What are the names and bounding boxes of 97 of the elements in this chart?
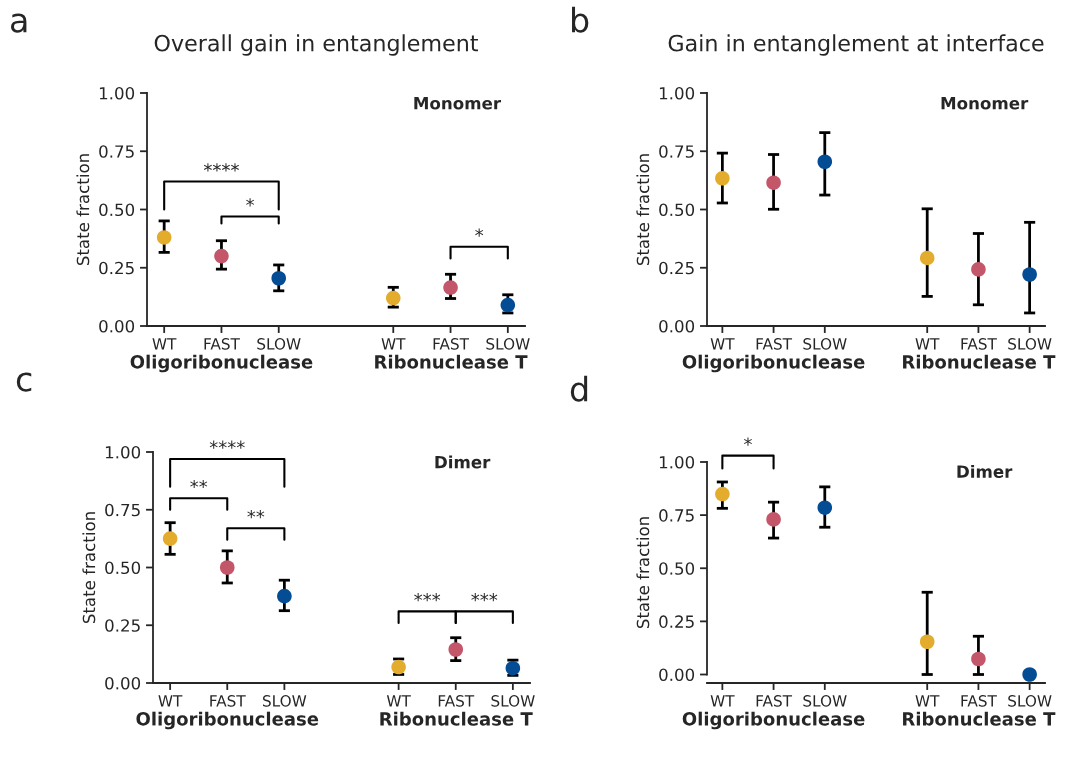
text: Oligoribonuclease: [682, 711, 865, 730]
y-tick-label: 1.00: [659, 86, 695, 100]
point: [156, 230, 172, 245]
y-tick-label: 0.75: [659, 509, 694, 522]
y-axis-title: State fraction: [636, 517, 650, 629]
x-tick-label: FAST: [433, 338, 470, 350]
point: [919, 250, 935, 266]
y-tick-label: 0.75: [659, 145, 694, 158]
point: [817, 500, 833, 515]
point: [162, 531, 178, 546]
y-tick-label: 0.25: [659, 261, 694, 275]
point: [817, 154, 833, 170]
text: Ribonuclease T: [375, 354, 528, 369]
y-tick-label: 0.00: [659, 319, 695, 333]
point: [1022, 267, 1037, 282]
point: [766, 175, 781, 190]
x-tick-label: WT: [158, 695, 183, 707]
annotation: *: [475, 228, 484, 237]
annotation: Dimer: [435, 455, 491, 469]
point: [971, 262, 986, 277]
y-tick-label: 1.00: [105, 445, 141, 459]
x-tick-label: FAST: [210, 695, 246, 707]
point: [448, 642, 464, 657]
text: d: [570, 375, 588, 402]
text: c: [16, 372, 32, 392]
x-tick-label: SLOW: [491, 695, 535, 707]
y-tick-label: 0.25: [99, 261, 134, 275]
annotation: Monomer: [414, 97, 502, 110]
x-tick-label: WT: [915, 338, 940, 350]
text: Ribonuclease T: [380, 711, 533, 726]
x-tick-label: WT: [710, 695, 735, 707]
x-tick-label: SLOW: [262, 695, 307, 707]
y-tick-label: 0.50: [105, 561, 141, 575]
y-tick-label: 0.00: [99, 319, 135, 333]
text: b: [572, 6, 589, 33]
text: Oligoribonuclease: [136, 711, 319, 730]
x-tick-label: WT: [710, 338, 735, 350]
point: [443, 280, 458, 295]
y-tick-label: 0.50: [659, 203, 695, 217]
annotation: ****: [203, 163, 239, 172]
x-tick-label: FAST: [756, 695, 793, 707]
x-tick-label: SLOW: [486, 338, 530, 350]
y-tick-label: 0.75: [99, 145, 134, 158]
y-tick-label: 0.00: [659, 668, 695, 682]
x-tick-label: WT: [386, 695, 411, 707]
point: [1022, 667, 1037, 682]
y-axis-title: State fraction: [82, 512, 96, 624]
x-tick-label: SLOW: [803, 338, 847, 350]
y-tick-label: 0.25: [659, 615, 694, 628]
x-tick-label: SLOW: [1008, 338, 1052, 350]
y-axis-title: State fraction: [636, 154, 650, 266]
y-tick-label: 0.50: [99, 203, 135, 217]
point: [385, 290, 401, 306]
text: Oligoribonuclease: [682, 354, 865, 373]
point: [715, 170, 730, 186]
annotation: Dimer: [957, 464, 1013, 478]
point: [277, 588, 292, 604]
text: Oligoribonuclease: [130, 354, 313, 373]
x-tick-label: WT: [152, 338, 177, 350]
x-tick-label: FAST: [756, 338, 793, 350]
y-tick-label: 1.00: [659, 455, 695, 469]
text: ****: [209, 440, 245, 449]
x-tick-label: SLOW: [803, 695, 847, 707]
annotation: ***: [471, 593, 498, 602]
y-tick-label: 0.25: [105, 619, 140, 632]
x-tick-label: FAST: [438, 695, 475, 707]
x-tick-label: WT: [915, 695, 940, 707]
x-tick-label: FAST: [204, 338, 240, 350]
chart-title: Overall gain in entanglement: [154, 34, 479, 56]
point: [271, 270, 287, 286]
annotation: **: [247, 509, 265, 519]
y-tick-label: 0.00: [105, 676, 141, 690]
point: [919, 634, 935, 650]
point: [766, 512, 781, 527]
text: a: [11, 13, 27, 33]
y-tick-label: 1.00: [99, 86, 135, 100]
x-tick-label: FAST: [961, 695, 997, 707]
annotation: Monomer: [941, 97, 1029, 110]
point: [214, 248, 229, 264]
point: [971, 651, 986, 667]
point: [500, 297, 516, 313]
x-tick-label: SLOW: [257, 338, 301, 350]
point: [219, 560, 235, 575]
annotation: **: [190, 479, 208, 489]
text: *: [743, 437, 752, 446]
annotation: *: [246, 198, 255, 207]
x-tick-label: SLOW: [1008, 695, 1052, 707]
chart-title: Gain in entanglement at interface: [668, 34, 1044, 56]
text: Ribonuclease T: [903, 354, 1056, 369]
point: [715, 486, 730, 502]
annotation: ***: [414, 593, 441, 602]
y-axis-title: State fraction: [76, 154, 90, 266]
y-tick-label: 0.75: [105, 503, 140, 517]
text: Ribonuclease T: [903, 711, 1056, 726]
x-tick-label: WT: [381, 338, 406, 350]
y-tick-label: 0.50: [659, 562, 695, 575]
x-tick-label: FAST: [961, 338, 997, 350]
